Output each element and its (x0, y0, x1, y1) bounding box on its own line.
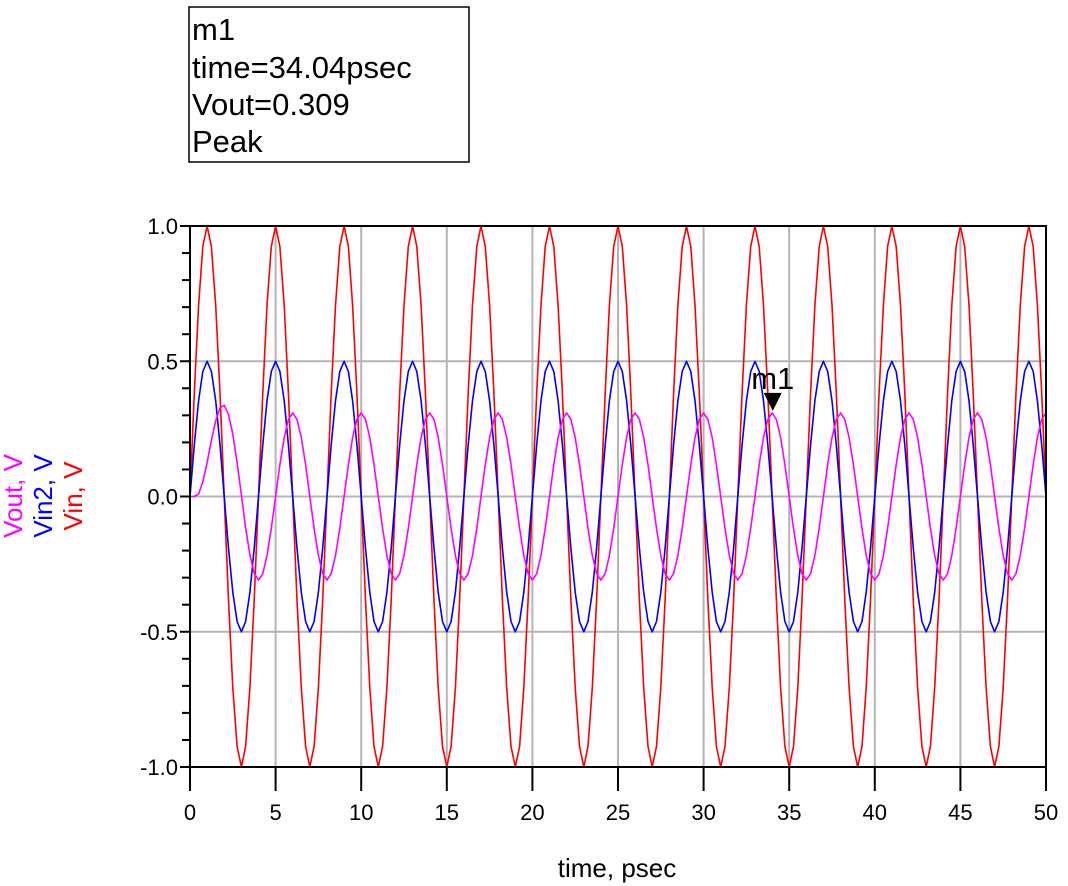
y-axis-label: Vout, V Vin2, V Vin, V (0, 453, 88, 537)
series-vin2 (189, 360, 1047, 633)
tick-labels: 0 5 10 15 20 25 30 35 40 45 50 -1.0 -0.5 0.0 0.5 1.0 (140, 214, 1058, 825)
x-tick-label: 50 (1034, 800, 1058, 825)
y-tick-label: -1.0 (140, 755, 178, 780)
series-vout (190, 404, 1047, 581)
x-tick-label: 25 (606, 800, 630, 825)
marker-box-name: m1 (192, 12, 235, 47)
marker-box-mode: Peak (192, 124, 263, 159)
y-tick-label: 0.5 (147, 349, 178, 374)
marker-readout-box[interactable]: m1 time=34.04psec Vout=0.309 Peak (188, 6, 470, 163)
x-tick-label: 40 (863, 800, 887, 825)
x-tick-label: 20 (520, 800, 544, 825)
marker-m1[interactable]: m1 (751, 361, 794, 411)
y-label-vin2: Vin2, V (28, 454, 58, 538)
x-tick-label: 10 (349, 800, 373, 825)
x-tick-label: 5 (269, 800, 281, 825)
y-tick-label: 1.0 (147, 214, 178, 239)
x-tick-label: 35 (777, 800, 801, 825)
x-tick-label: 45 (948, 800, 972, 825)
y-label-vin: Vin, V (58, 461, 88, 531)
y-tick-label: -0.5 (140, 620, 178, 645)
x-axis-label: time, psec (558, 853, 677, 883)
axes (180, 225, 1047, 791)
plot-frame (189, 225, 1047, 768)
x-tick-label: 15 (435, 800, 459, 825)
y-label-vout: Vout, V (0, 453, 28, 537)
marker-box-frame (188, 6, 470, 163)
marker-label: m1 (751, 361, 794, 396)
marker-box-value: Vout=0.309 (192, 87, 350, 122)
y-tick-label: 0.0 (147, 485, 178, 510)
marker-box-time: time=34.04psec (192, 50, 412, 85)
x-tick-label: 30 (691, 800, 715, 825)
x-tick-label: 0 (184, 800, 196, 825)
marker-triangle-icon (763, 392, 782, 411)
